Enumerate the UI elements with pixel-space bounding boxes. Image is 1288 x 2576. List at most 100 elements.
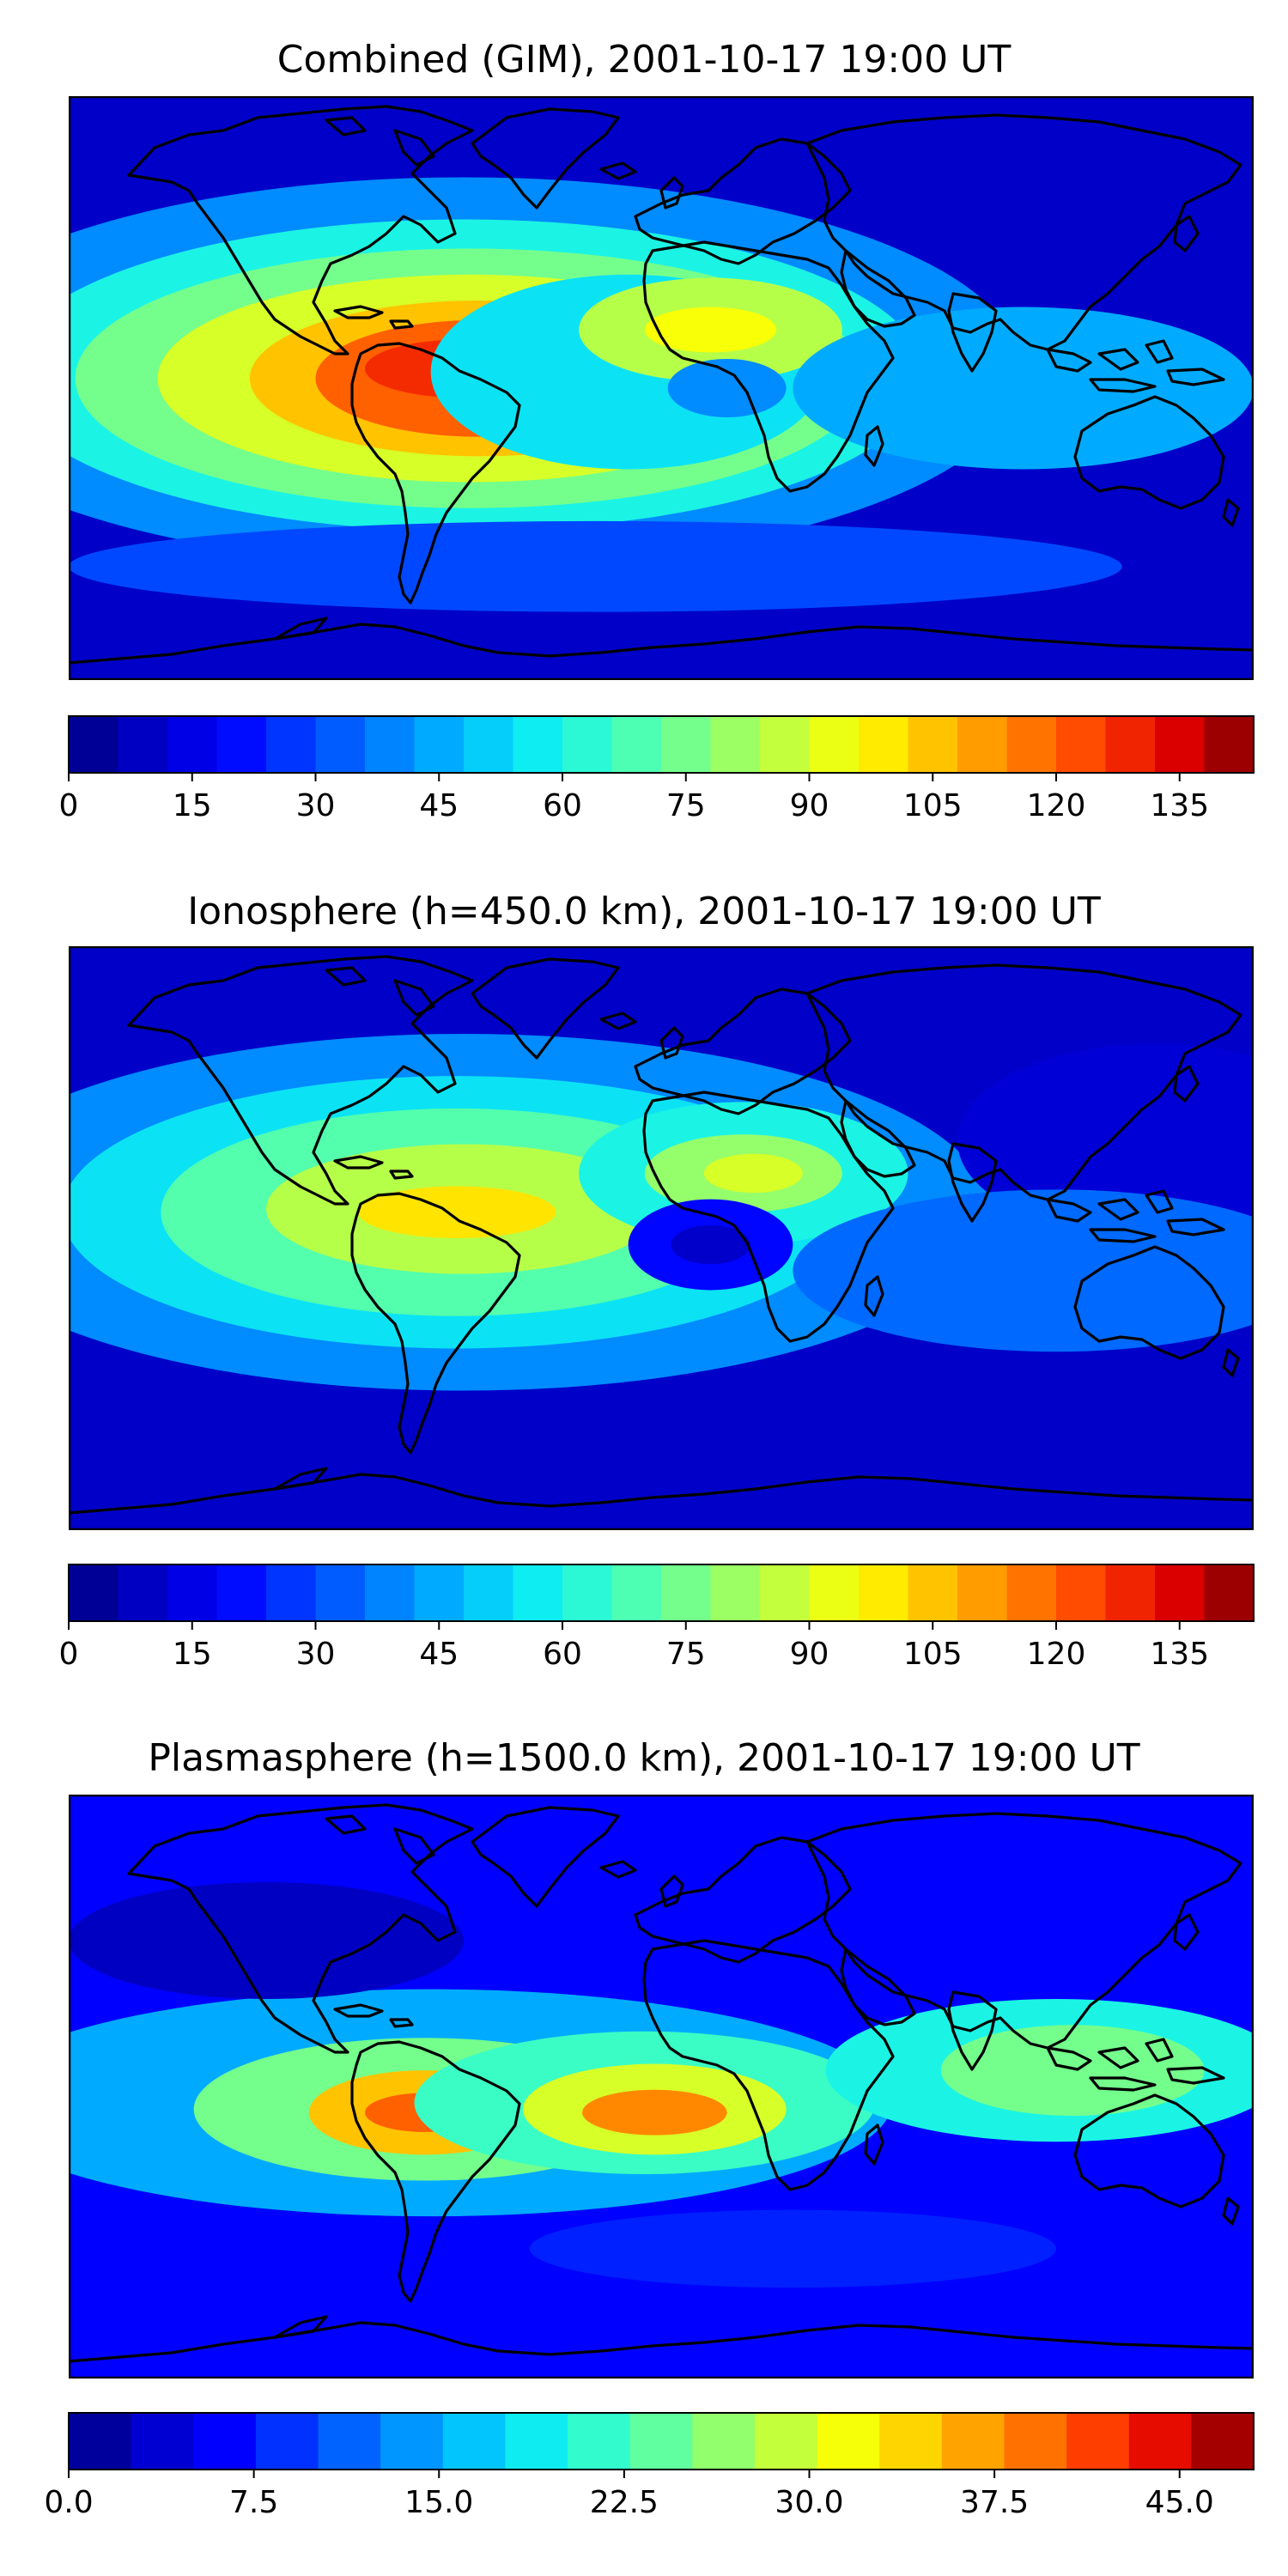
colorbar-segment — [118, 716, 168, 773]
colorbar-segment — [562, 1564, 613, 1621]
colorbar-segment — [1004, 2413, 1067, 2470]
contour-level — [703, 1153, 803, 1194]
colorbar-segment — [1006, 716, 1057, 773]
colorbar-segment — [562, 716, 613, 773]
colorbar-segment — [760, 1564, 811, 1621]
contour-level — [793, 307, 1254, 470]
colorbar-segment — [568, 2413, 631, 2470]
colorbar-segment — [315, 716, 366, 773]
colorbar-segment — [266, 716, 317, 773]
colorbar-segment — [1006, 1564, 1057, 1621]
colorbar-frame — [68, 1564, 1255, 1622]
colorbar-segment — [1155, 716, 1206, 773]
contour-fills — [69, 1882, 1254, 2288]
colorbar-tick-label: 0 — [59, 788, 79, 823]
colorbar-segment — [809, 1564, 860, 1621]
colorbar-segment — [69, 2413, 132, 2470]
colorbar-tick-label: 105 — [903, 1637, 963, 1672]
colorbar-segment — [365, 1564, 416, 1621]
map-ionosphere — [69, 946, 1254, 1530]
colorbar-segment — [365, 716, 416, 773]
colorbar-segment — [1155, 1564, 1206, 1621]
colorbar-segment — [380, 2413, 444, 2470]
contour-level — [582, 2089, 727, 2136]
contour-level — [529, 2209, 1056, 2288]
colorbar-segment — [1105, 1564, 1156, 1621]
colorbar-tick-label: 30 — [296, 788, 336, 823]
colorbar-segment — [167, 1564, 218, 1621]
colorbar-segment — [414, 716, 465, 773]
colorbar-tick-label: 30.0 — [775, 2485, 843, 2520]
colorbar-segment — [315, 1564, 366, 1621]
colorbar-segment — [817, 2413, 880, 2470]
colorbar-tick-label: 15 — [173, 788, 212, 823]
colorbar-segment — [513, 716, 563, 773]
contour-level — [644, 307, 777, 353]
colorbar-segment — [908, 1564, 958, 1621]
panel-title-combined: Combined (GIM), 2001-10-17 19:00 UT — [277, 38, 1012, 82]
map-frame — [69, 1795, 1254, 2379]
colorbar-plasmasphere: 0.0 7.5 15.0 22.5 30.0 37.5 45.0 — [44, 2412, 1255, 2520]
colorbar-segment — [69, 1564, 119, 1621]
map-combined — [69, 96, 1254, 680]
panel-title-plasmasphere: Plasmasphere (h=1500.0 km), 2001-10-17 1… — [148, 1736, 1139, 1780]
colorbar-segment — [611, 716, 662, 773]
colorbar-segment — [957, 716, 1008, 773]
colorbar-segment — [692, 2413, 756, 2470]
contour-level — [667, 359, 787, 417]
colorbar-tick-label: 22.5 — [590, 2485, 659, 2520]
colorbar-tick-label: 60 — [543, 1637, 582, 1672]
colorbar-tick-label: 75 — [666, 1637, 706, 1672]
colorbar-segment — [908, 716, 958, 773]
panel-plasmasphere: Plasmasphere (h=1500.0 km), 2001-10-17 1… — [44, 1736, 1255, 2520]
colorbar-tick-label: 7.5 — [229, 2485, 278, 2520]
colorbar-tick-label: 30 — [296, 1637, 336, 1672]
colorbar-segment — [318, 2413, 381, 2470]
colorbar-combined: 0 15 30 45 60 75 90 105 120 135 — [59, 715, 1255, 823]
colorbar-ionosphere: 0 15 30 45 60 75 90 105 120 135 — [59, 1564, 1255, 1672]
colorbar-tick-label: 105 — [903, 788, 963, 823]
colorbar-segment — [754, 2413, 818, 2470]
map-plasmasphere — [69, 1795, 1254, 2379]
colorbar-tick-label: 15 — [173, 1637, 212, 1672]
colorbar-segment — [167, 716, 218, 773]
colorbar-segment — [809, 716, 860, 773]
colorbar-segment — [464, 716, 514, 773]
colorbar-segment — [1204, 1564, 1255, 1621]
colorbar-tick-label: 120 — [1027, 1637, 1086, 1672]
colorbar-tick-label: 75 — [666, 788, 706, 823]
colorbar-segment — [859, 1564, 909, 1621]
colorbar-segment — [69, 716, 119, 773]
colorbar-tick-label: 90 — [790, 788, 829, 823]
panel-ionosphere: Ionosphere (h=450.0 km), 2001-10-17 19:0… — [59, 890, 1255, 1672]
colorbar-segment — [266, 1564, 317, 1621]
colorbar-tick-label: 120 — [1027, 788, 1086, 823]
colorbar-tick-label: 37.5 — [960, 2485, 1029, 2520]
colorbar-segment — [118, 1564, 168, 1621]
colorbar-segment — [442, 2413, 507, 2470]
colorbar-tick-label: 90 — [790, 1637, 829, 1672]
colorbar-segment — [255, 2413, 319, 2470]
colorbar-segment — [216, 1564, 267, 1621]
colorbar-segment — [193, 2413, 257, 2470]
colorbar-segment — [1128, 2413, 1192, 2470]
contour-level — [69, 520, 1122, 612]
colorbar-segment — [414, 1564, 465, 1621]
colorbar-segment — [760, 716, 811, 773]
colorbar-segment — [629, 2413, 693, 2470]
colorbar-segment — [513, 1564, 563, 1621]
colorbar-tick-label: 135 — [1150, 788, 1209, 823]
panel-title-ionosphere: Ionosphere (h=450.0 km), 2001-10-17 19:0… — [187, 890, 1101, 933]
colorbar-segment — [661, 716, 712, 773]
colorbar-segment — [879, 2413, 943, 2470]
colorbar-frame — [68, 2412, 1255, 2470]
colorbar-segment — [216, 716, 267, 773]
colorbar-segment — [1204, 716, 1255, 773]
contour-level — [957, 1043, 1254, 1238]
map-frame — [69, 946, 1254, 1530]
colorbar-segment — [941, 2413, 1005, 2470]
colorbar-tick-label: 0.0 — [44, 2485, 93, 2520]
colorbar-segment — [1056, 1564, 1107, 1621]
colorbar-segment — [710, 716, 761, 773]
contour-level — [671, 1224, 750, 1265]
